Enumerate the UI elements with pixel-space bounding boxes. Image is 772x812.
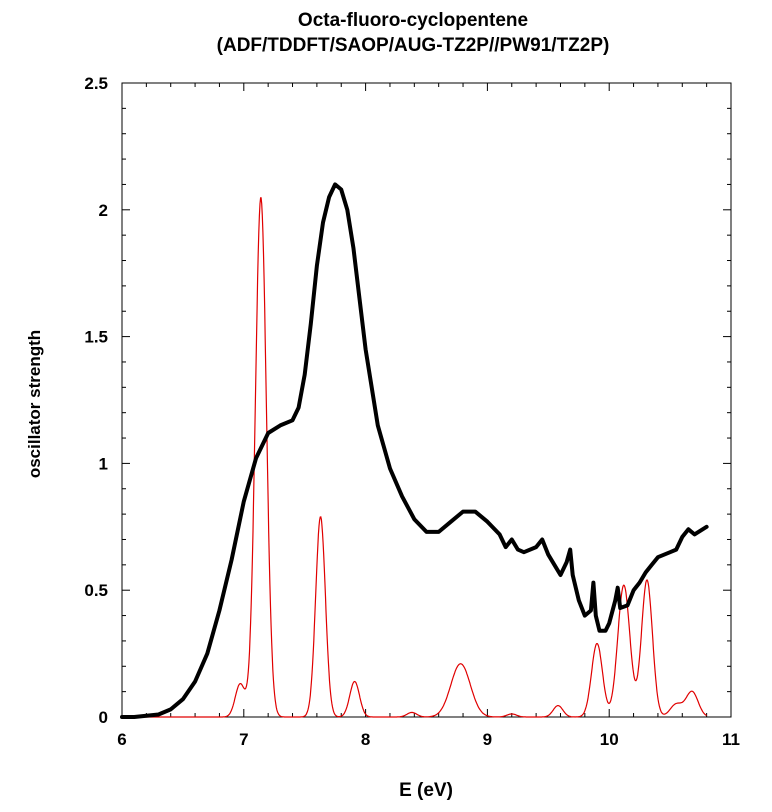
y-tick-label: 2.5 (84, 74, 108, 93)
x-tick-label: 8 (361, 730, 370, 749)
x-axis-label: E (eV) (399, 780, 453, 801)
chart-title: Octa-fluoro-cyclopentene (298, 10, 528, 31)
plot-frame (121, 82, 732, 718)
y-axis-label: oscillator strength (25, 330, 44, 478)
y-tick-label: 1.5 (84, 328, 108, 347)
x-tick-label: 7 (239, 730, 248, 749)
series-line-black (120, 182, 709, 719)
y-tick-label: 2 (99, 201, 108, 220)
series-line-red (122, 197, 707, 718)
y-tick-label: 1 (99, 454, 108, 473)
x-tick-label: 10 (600, 730, 619, 749)
y-tick-label: 0.5 (84, 581, 108, 600)
x-tick-label: 9 (483, 730, 492, 749)
y-tick-label: 0 (99, 708, 108, 727)
plot-area: 6 7 8 9 10 11 0 0.5 1 1.5 2 2.5 (84, 74, 740, 749)
chart-subtitle: (ADF/TDDFT/SAOP/AUG-TZ2P//PW91/TZ2P) (217, 35, 610, 56)
x-tick-label: 11 (722, 730, 740, 749)
x-tick-label: 6 (117, 730, 126, 749)
